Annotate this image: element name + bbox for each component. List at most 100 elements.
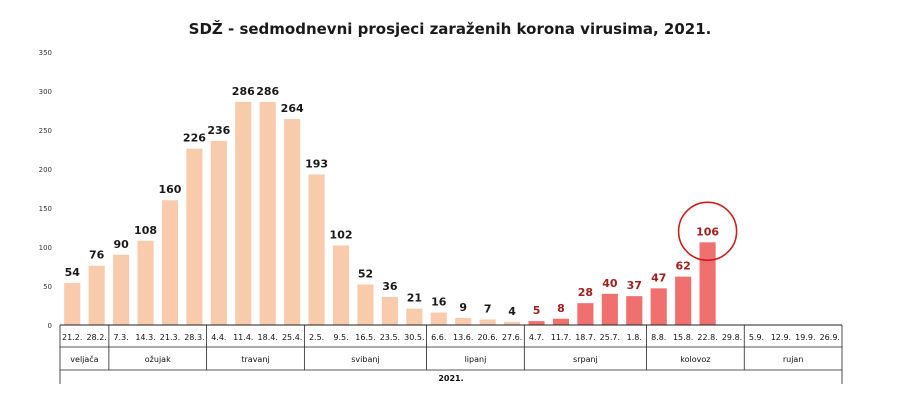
bar <box>504 321 521 325</box>
bar <box>357 284 374 325</box>
bar <box>381 296 398 325</box>
x-tick-label: 14.3. <box>135 333 155 342</box>
x-tick-label: 28.3. <box>184 333 204 342</box>
x-tick-label: 5.9. <box>749 333 764 342</box>
month-label: srpanj <box>573 355 598 364</box>
bar <box>626 296 643 325</box>
x-tick-label: 12.9. <box>771 333 791 342</box>
bar <box>699 242 716 325</box>
x-tick-label: 18.4. <box>258 333 278 342</box>
data-label: 102 <box>330 228 353 241</box>
x-tick-label: 18.7. <box>575 333 595 342</box>
data-label: 16 <box>431 296 447 309</box>
y-tick-label: 100 <box>39 244 52 252</box>
month-label: veljača <box>70 354 98 364</box>
x-tick-label: 23.5. <box>380 333 400 342</box>
data-label: 21 <box>407 292 422 305</box>
x-tick-label: 25.7. <box>600 333 620 342</box>
data-label: 76 <box>89 249 105 262</box>
data-label: 36 <box>382 280 398 293</box>
bar <box>113 254 130 325</box>
x-tick-label: 21.3. <box>160 333 180 342</box>
y-tick-label: 200 <box>39 166 52 174</box>
data-label: 52 <box>358 267 373 280</box>
bar <box>430 312 447 325</box>
bar <box>259 101 276 325</box>
x-tick-label: 4.7. <box>529 333 544 342</box>
y-tick-label: 250 <box>39 127 52 135</box>
data-label: 286 <box>256 85 279 98</box>
bar <box>479 319 496 325</box>
x-tick-label: 4.4. <box>211 333 226 342</box>
year-label: 2021. <box>438 374 463 383</box>
x-tick-label: 11.7. <box>551 333 571 342</box>
data-label: 62 <box>676 260 691 273</box>
x-tick-label: 16.5. <box>355 333 375 342</box>
bar <box>577 303 594 325</box>
y-tick-label: 50 <box>43 283 52 291</box>
x-tick-label: 6.6. <box>431 333 446 342</box>
x-tick-label: 2.5. <box>309 333 324 342</box>
data-label: 106 <box>696 225 719 238</box>
data-label: 7 <box>484 303 492 316</box>
bar <box>650 288 667 325</box>
bar <box>161 200 179 325</box>
bar <box>235 101 252 325</box>
x-tick-label: 13.6. <box>453 333 473 342</box>
bar <box>601 293 618 325</box>
data-label: 9 <box>459 301 467 314</box>
x-tick-label: 11.4. <box>233 333 253 342</box>
data-label: 47 <box>651 271 666 284</box>
data-label: 108 <box>134 224 157 237</box>
data-label: 264 <box>281 102 304 115</box>
bar <box>332 245 350 325</box>
x-tick-label: 29.8. <box>722 333 742 342</box>
x-tick-label: 27.6. <box>502 333 522 342</box>
data-label: 28 <box>578 286 593 299</box>
x-tick-label: 25.4. <box>282 333 302 342</box>
data-label: 5 <box>533 304 541 317</box>
x-tick-label: 15.8. <box>673 333 693 342</box>
data-label: 37 <box>627 279 642 292</box>
month-label: travanj <box>241 355 269 364</box>
y-tick-label: 0 <box>48 322 52 330</box>
month-label: svibanj <box>351 355 379 364</box>
x-tick-label: 19.9. <box>795 333 815 342</box>
x-tick-label: 28.2. <box>86 333 106 342</box>
data-label: 40 <box>602 277 618 290</box>
bar <box>186 148 203 325</box>
x-tick-label: 9.5. <box>333 333 348 342</box>
data-label: 90 <box>113 238 129 251</box>
chart-title: SDŽ - sedmodnevni prosjeci zaraženih kor… <box>188 20 712 38</box>
month-label: rujan <box>783 355 804 364</box>
data-label: 54 <box>65 266 81 279</box>
data-label: 4 <box>508 305 516 318</box>
bar <box>552 318 570 325</box>
bar <box>455 317 472 325</box>
x-tick-label: 20.6. <box>477 333 497 342</box>
bar <box>137 240 154 325</box>
data-label: 236 <box>207 124 230 137</box>
bar <box>210 140 227 325</box>
data-label: 226 <box>183 132 206 145</box>
x-tick-label: 26.9. <box>820 333 840 342</box>
y-tick-label: 350 <box>39 49 52 57</box>
x-tick-label: 30.5. <box>404 333 424 342</box>
bar <box>88 265 105 325</box>
data-label: 193 <box>305 157 328 170</box>
bar <box>406 308 423 325</box>
data-label: 160 <box>158 183 181 196</box>
x-tick-label: 8.8. <box>651 333 666 342</box>
x-tick-label: 1.8. <box>627 333 642 342</box>
data-label: 8 <box>557 302 565 315</box>
month-label: ožujak <box>145 355 171 364</box>
x-tick-label: 21.2. <box>62 333 82 342</box>
bar <box>675 276 692 325</box>
bar <box>308 174 325 325</box>
bar <box>64 282 81 325</box>
month-label: kolovoz <box>680 355 710 364</box>
x-tick-label: 7.3. <box>113 333 128 342</box>
bar <box>284 119 301 325</box>
